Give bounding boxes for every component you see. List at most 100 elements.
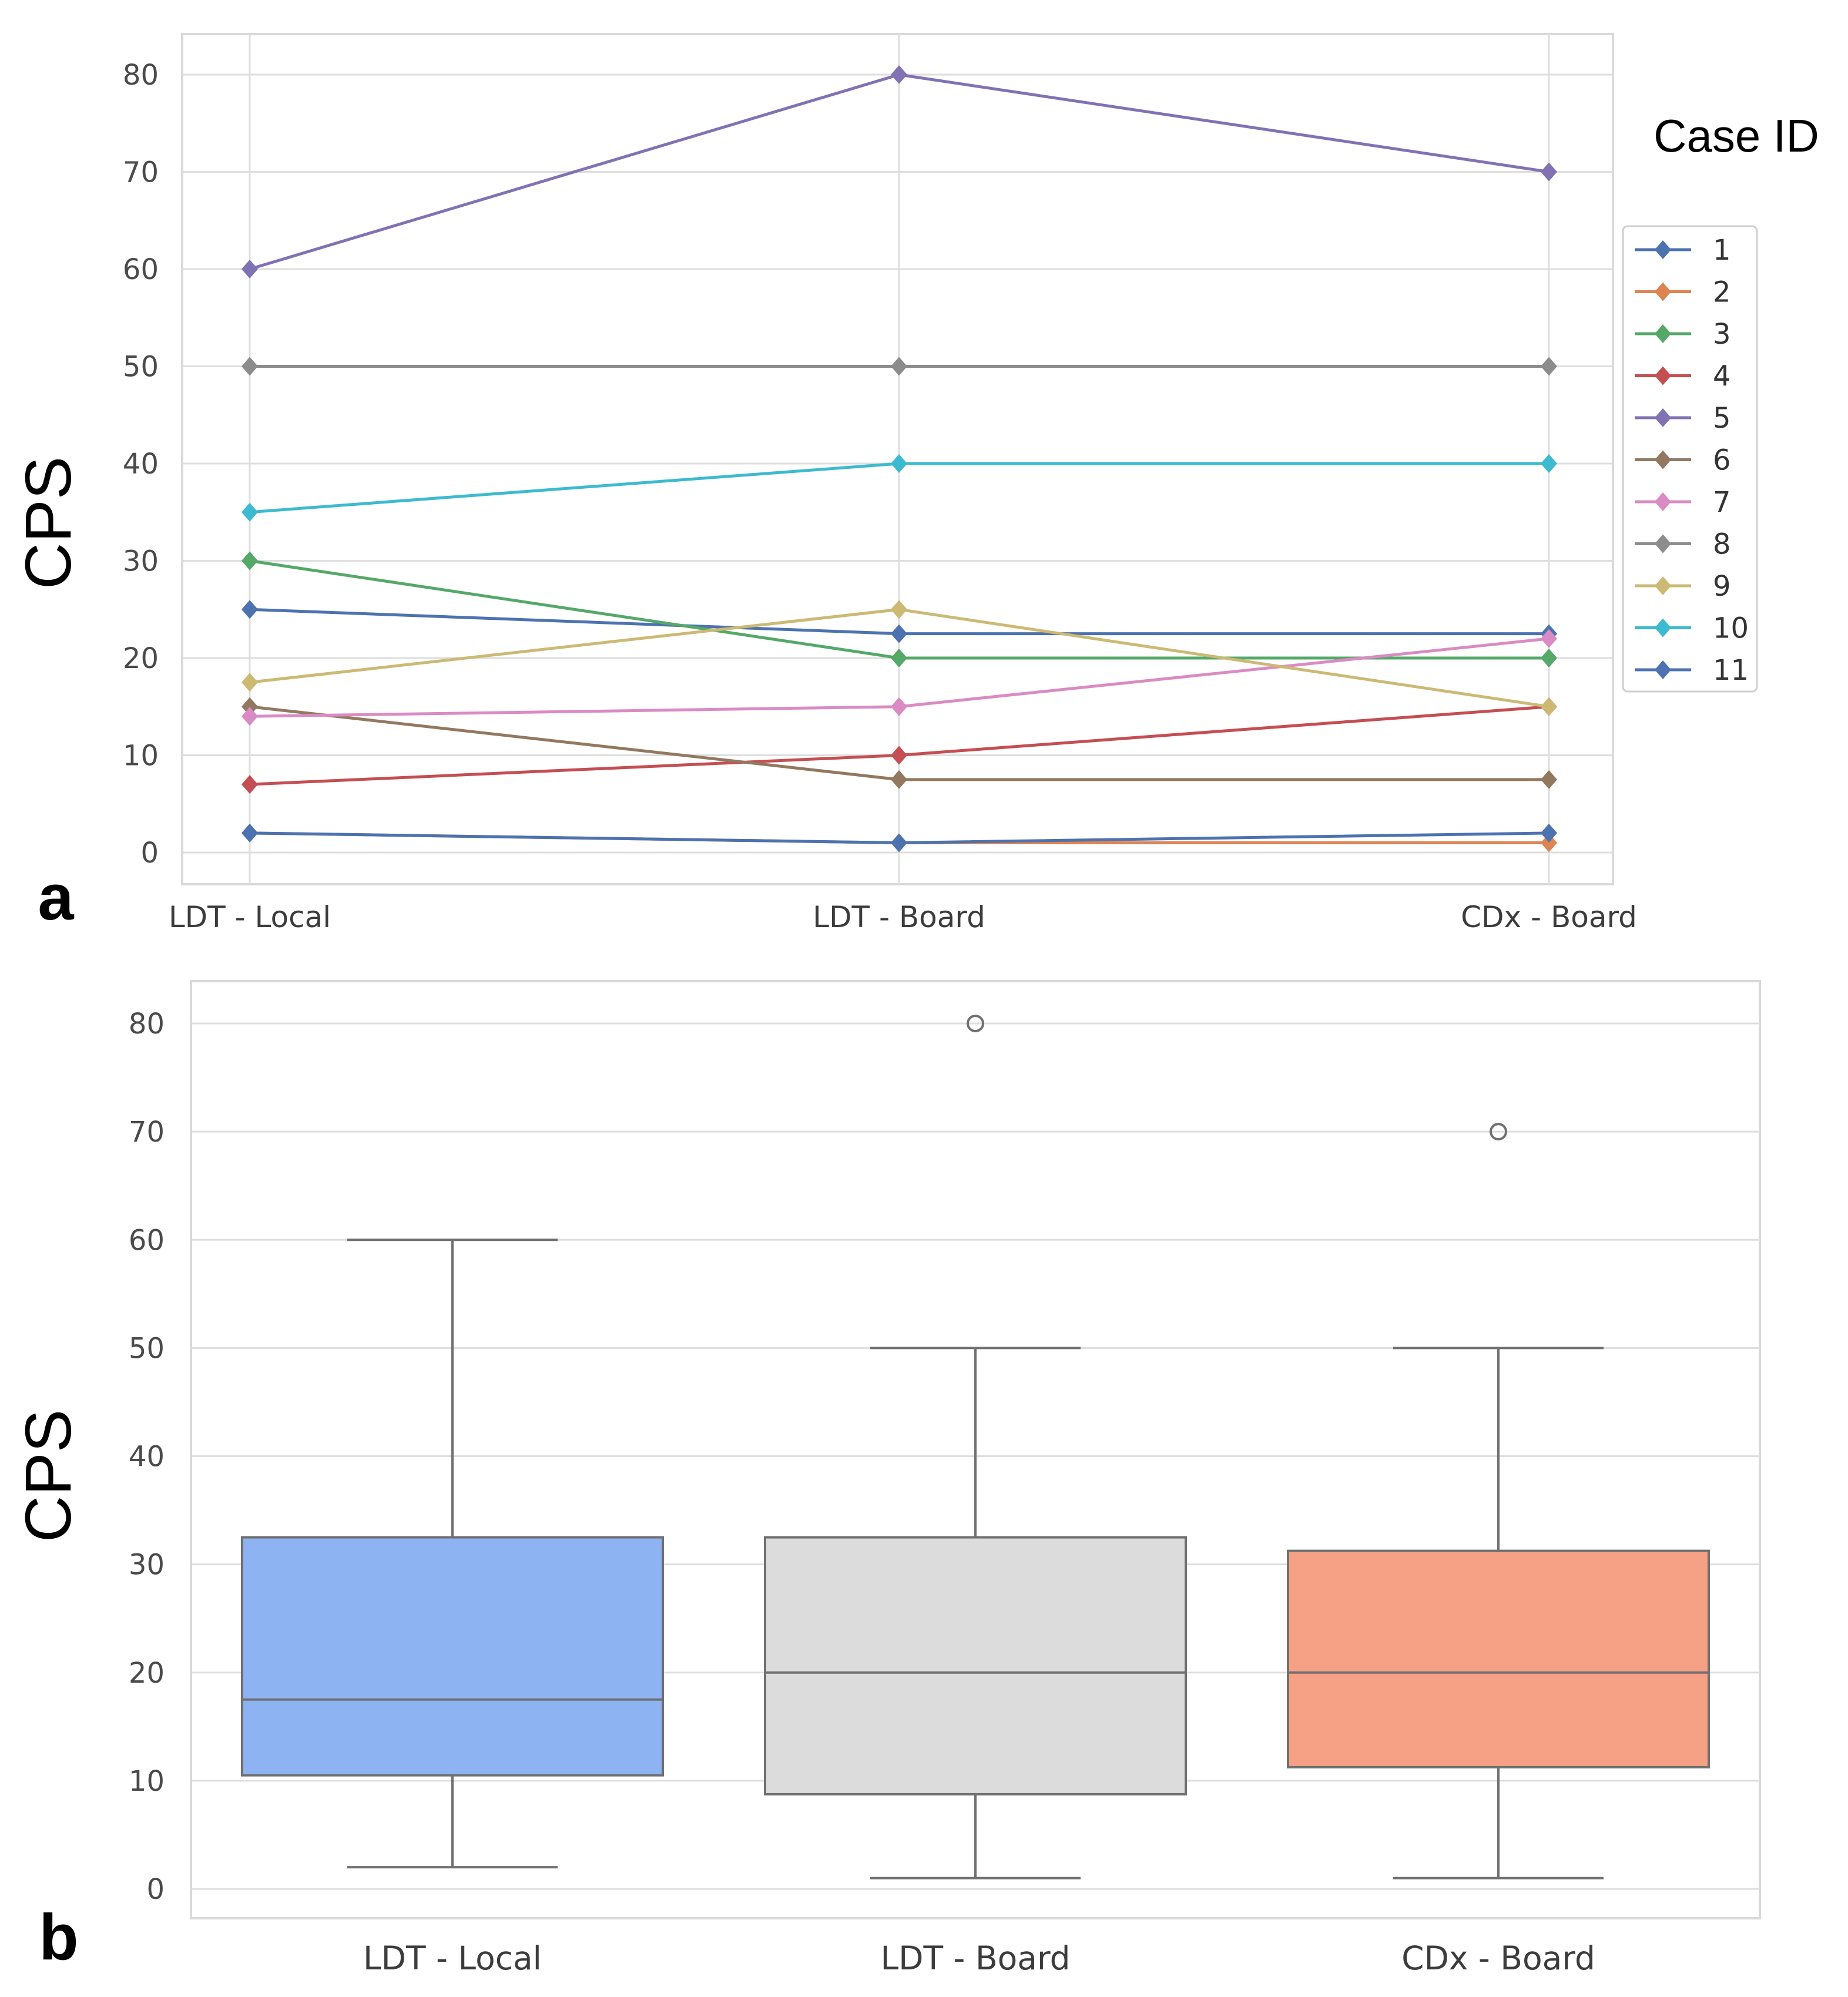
- panel-a-x-tick-label: CDx - Board: [1461, 900, 1637, 934]
- data-point: [891, 65, 907, 84]
- panel-b-x-tick-label: LDT - Board: [880, 1939, 1070, 1977]
- panel-b-x-tick-label: CDx - Board: [1401, 1939, 1595, 1977]
- series-7: [242, 629, 1557, 726]
- panel-b-y-tick-label: 0: [146, 1873, 165, 1906]
- panel-a-y-axis-title: CPS: [12, 457, 85, 589]
- data-point: [891, 357, 907, 376]
- panel-a-y-tick-label: 30: [123, 545, 159, 578]
- legend-marker: [1655, 324, 1671, 343]
- panel-a-x-tick-label: LDT - Local: [169, 900, 331, 934]
- legend-marker: [1655, 534, 1671, 553]
- panel-a-series: [242, 65, 1557, 852]
- data-point: [891, 770, 907, 789]
- legend-marker: [1655, 618, 1671, 637]
- panel-a-line-chart: 0 10 20 30 40 50 60 70 80 LDT - Local LDT - Board…: [12, 33, 1819, 934]
- data-point: [1541, 823, 1557, 843]
- legend-label: 9: [1713, 570, 1731, 603]
- data-point: [242, 551, 258, 570]
- data-point: [242, 502, 258, 522]
- panel-b-y-tick-label: 60: [129, 1224, 165, 1257]
- panel-a-y-tick-label: 80: [123, 59, 159, 92]
- outlier-point: [1490, 1123, 1507, 1141]
- data-point: [891, 649, 907, 667]
- panel-b-x-tick-label: LDT - Local: [363, 1939, 542, 1977]
- legend-label: 2: [1713, 276, 1731, 309]
- legend-label: 1: [1713, 234, 1731, 267]
- legend-item-6: 6: [1635, 444, 1731, 477]
- legend-marker: [1655, 660, 1671, 679]
- legend-marker: [1655, 492, 1671, 511]
- panel-a-y-tick-label: 20: [123, 642, 159, 675]
- data-point: [242, 697, 258, 716]
- panel-a-x-tick-labels: LDT - Local LDT - Board CDx - Board: [169, 900, 1637, 934]
- panel-b-letter: b: [39, 1901, 78, 1973]
- panel-b-y-tick-label: 50: [129, 1332, 165, 1365]
- data-point: [1541, 697, 1557, 716]
- iqr-box: [764, 1536, 1187, 1795]
- panel-b-box-plot: 0 10 20 30 40 50 60 70 80 LDT - Local LDT - Board…: [12, 980, 1761, 1977]
- panel-a-y-tick-label: 40: [123, 448, 159, 481]
- data-point: [242, 775, 258, 794]
- legend-marker: [1655, 450, 1671, 469]
- data-point: [891, 697, 907, 716]
- panel-a-y-tick-label: 60: [123, 253, 159, 286]
- legend-item-1: 1: [1635, 234, 1731, 267]
- data-point: [891, 454, 907, 473]
- box-3: [1287, 1123, 1710, 1879]
- panel-b-y-tick-label: 40: [129, 1441, 165, 1474]
- legend: 1 2 3 4 5 6 7 8 9 10 11: [1622, 225, 1758, 693]
- box-1: [241, 1239, 664, 1869]
- panel-a-y-tick-label: 0: [140, 837, 159, 870]
- legend-label: 3: [1713, 318, 1731, 351]
- data-point: [1541, 454, 1557, 473]
- panel-a-letter: a: [38, 861, 74, 934]
- legend-label: 7: [1713, 486, 1731, 519]
- series-3: [242, 551, 1557, 667]
- legend-title: Case ID: [1654, 110, 1819, 162]
- panel-a-x-tick-label: LDT - Board: [813, 900, 985, 934]
- data-point: [1541, 770, 1557, 789]
- panel-a-y-tick-label: 70: [123, 156, 159, 189]
- legend-label: 5: [1713, 402, 1731, 435]
- panel-a-y-tick-labels: 0 10 20 30 40 50 60 70 80: [123, 59, 159, 870]
- series-10: [242, 454, 1557, 522]
- iqr-box: [241, 1536, 664, 1777]
- data-point: [242, 707, 258, 726]
- legend-item-7: 7: [1635, 486, 1731, 519]
- series-8: [242, 357, 1557, 376]
- legend-item-2: 2: [1635, 276, 1731, 309]
- data-point: [891, 624, 907, 643]
- data-point: [891, 600, 907, 619]
- panel-b-y-tick-labels: 0 10 20 30 40 50 60 70 80: [129, 1008, 165, 1906]
- legend-marker: [1655, 282, 1671, 301]
- panel-b-y-tick-label: 70: [129, 1116, 165, 1149]
- panel-a-y-tick-label: 10: [123, 740, 159, 773]
- data-point: [1541, 357, 1557, 376]
- panel-b-y-tick-label: 20: [129, 1657, 165, 1690]
- data-point: [242, 600, 258, 619]
- legend-item-9: 9: [1635, 570, 1731, 603]
- panel-b-y-axis-title: CPS: [12, 1409, 85, 1542]
- series-11: [242, 823, 1557, 852]
- data-point: [1541, 162, 1557, 182]
- data-point: [891, 746, 907, 765]
- legend-marker: [1655, 408, 1671, 427]
- data-point: [242, 673, 258, 692]
- legend-item-5: 5: [1635, 402, 1731, 435]
- panel-b-y-tick-label: 80: [129, 1008, 165, 1041]
- data-point: [1541, 649, 1557, 667]
- series-9: [242, 600, 1557, 716]
- data-point: [242, 357, 258, 376]
- legend-label: 4: [1713, 360, 1731, 393]
- legend-marker: [1655, 366, 1671, 385]
- series-5: [242, 65, 1557, 278]
- series-6: [242, 697, 1557, 789]
- data-point: [891, 833, 907, 852]
- legend-label: 6: [1713, 444, 1731, 477]
- legend-item-10: 10: [1635, 612, 1749, 645]
- panel-a-y-tick-label: 50: [123, 351, 159, 384]
- legend-item-4: 4: [1635, 360, 1731, 393]
- legend-item-3: 3: [1635, 318, 1731, 351]
- panel-b-y-tick-label: 10: [129, 1765, 165, 1798]
